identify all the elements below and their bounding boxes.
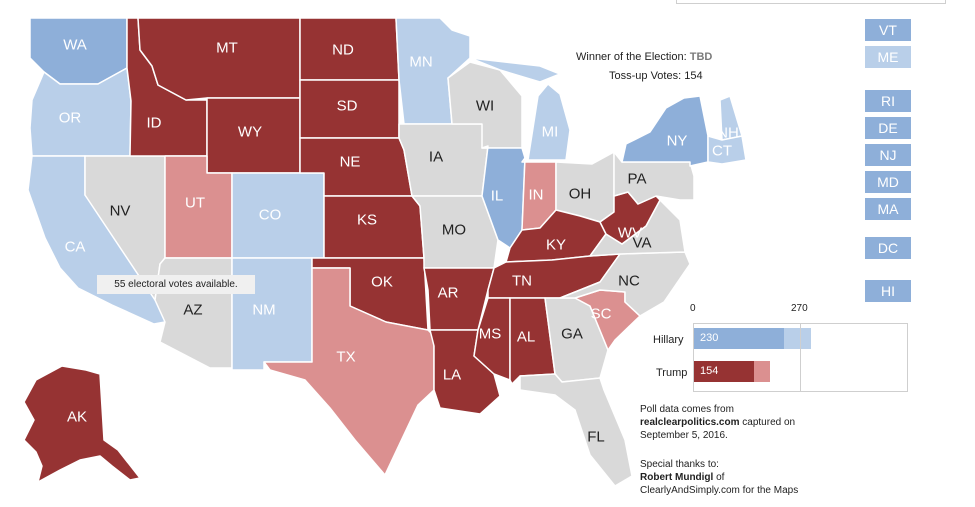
credits-person: Robert Mundigl <box>640 472 714 483</box>
small-state-box-nj[interactable]: NJ <box>865 144 911 166</box>
state-label-wv: WV <box>618 225 642 242</box>
electoral-votes-available-note: 55 electoral votes available. <box>97 275 255 294</box>
state-label-nv: NV <box>110 203 131 220</box>
state-ct[interactable] <box>707 135 747 165</box>
state-label-nh: NH <box>717 125 739 142</box>
state-label-tn: TN <box>512 273 532 290</box>
state-label-fl: FL <box>587 429 605 446</box>
state-label-ct: CT <box>712 143 732 160</box>
small-state-box-md[interactable]: MD <box>865 171 911 193</box>
state-label-sc: SC <box>591 306 612 323</box>
state-label-il: IL <box>491 188 504 205</box>
state-nc[interactable] <box>559 251 691 317</box>
state-label-ms: MS <box>479 326 502 343</box>
hillary-strong-value: 230 <box>700 332 719 344</box>
state-label-nc: NC <box>618 273 640 290</box>
state-label-ut: UT <box>185 195 205 212</box>
state-label-mi: MI <box>542 124 559 141</box>
state-label-ak: AK <box>67 409 87 426</box>
trump-strong-bar <box>694 361 755 382</box>
state-label-wi: WI <box>476 98 494 115</box>
state-label-wa: WA <box>63 37 87 54</box>
state-label-ne: NE <box>340 154 361 171</box>
state-label-ar: AR <box>438 285 459 302</box>
state-label-co: CO <box>259 207 282 224</box>
hillary-strong-bar <box>694 328 785 349</box>
top-divider <box>676 0 946 4</box>
tossup-line: Toss-up Votes: 154 <box>609 70 703 82</box>
state-label-va: VA <box>633 235 652 252</box>
state-label-ia: IA <box>429 149 443 166</box>
credits-poll-source: Poll data comes from realclearpolitics.c… <box>640 403 795 442</box>
state-label-ks: KS <box>357 212 377 229</box>
state-label-al: AL <box>517 329 535 346</box>
state-label-id: ID <box>147 115 162 132</box>
state-label-nd: ND <box>332 42 354 59</box>
state-label-in: IN <box>529 187 544 204</box>
state-label-mt: MT <box>216 40 238 57</box>
state-label-ky: KY <box>546 237 566 254</box>
state-mt[interactable] <box>137 17 301 101</box>
threshold-270-line <box>800 324 801 391</box>
small-state-box-de[interactable]: DE <box>865 117 911 139</box>
credits-thanks: Special thanks to: Robert Mundigl of Cle… <box>640 458 798 497</box>
tossup-label: Toss-up Votes: <box>609 70 682 82</box>
state-label-la: LA <box>443 367 461 384</box>
winner-line: Winner of the Election: TBD <box>576 51 712 63</box>
state-ia[interactable] <box>398 123 489 197</box>
credits-line1: Poll data comes from <box>640 404 734 415</box>
winner-label: Winner of the Election: <box>576 51 687 63</box>
state-mi[interactable] <box>469 57 571 161</box>
state-label-ny: NY <box>667 133 688 150</box>
axis-max-label: 270 <box>791 303 808 314</box>
state-label-mo: MO <box>442 222 466 239</box>
state-fl[interactable] <box>519 373 633 487</box>
winner-value: TBD <box>689 51 713 63</box>
state-label-sd: SD <box>337 98 358 115</box>
small-state-box-vt[interactable]: VT <box>865 19 911 41</box>
state-label-wy: WY <box>238 124 262 141</box>
state-label-tx: TX <box>336 349 355 366</box>
state-mn[interactable] <box>395 17 471 125</box>
trump-strong-value: 154 <box>700 365 719 377</box>
state-label-az: AZ <box>183 302 202 319</box>
state-label-ok: OK <box>371 274 393 291</box>
state-tx[interactable] <box>263 267 435 476</box>
state-ny[interactable] <box>621 95 709 167</box>
credits-line2: captured on <box>739 417 796 428</box>
hillary-name: Hillary <box>653 334 684 346</box>
credits-source-link[interactable]: realclearpolitics.com <box>640 417 740 428</box>
state-ak[interactable] <box>23 365 141 483</box>
state-label-or: OR <box>59 110 82 127</box>
small-state-box-ri[interactable]: RI <box>865 90 911 112</box>
state-label-nm: NM <box>252 302 275 319</box>
state-label-mn: MN <box>409 54 432 71</box>
small-state-box-dc[interactable]: DC <box>865 237 911 259</box>
tossup-value: 154 <box>684 70 703 82</box>
state-label-pa: PA <box>628 171 647 188</box>
credits-line5: of <box>713 472 725 483</box>
credits-line6[interactable]: ClearlyAndSimply.com for the Maps <box>640 485 799 496</box>
state-label-ga: GA <box>561 326 583 343</box>
tally-chart: 230 154 <box>693 323 908 392</box>
small-state-box-ma[interactable]: MA <box>865 198 911 220</box>
axis-min-label: 0 <box>690 303 696 314</box>
credits-line4: Special thanks to: <box>640 459 719 470</box>
trump-name: Trump <box>656 367 688 379</box>
state-label-ca: CA <box>65 239 86 256</box>
small-state-box-hi[interactable]: HI <box>865 280 911 302</box>
credits-line3: September 5, 2016. <box>640 430 728 441</box>
small-state-box-me[interactable]: ME <box>865 46 911 68</box>
state-label-oh: OH <box>569 186 592 203</box>
